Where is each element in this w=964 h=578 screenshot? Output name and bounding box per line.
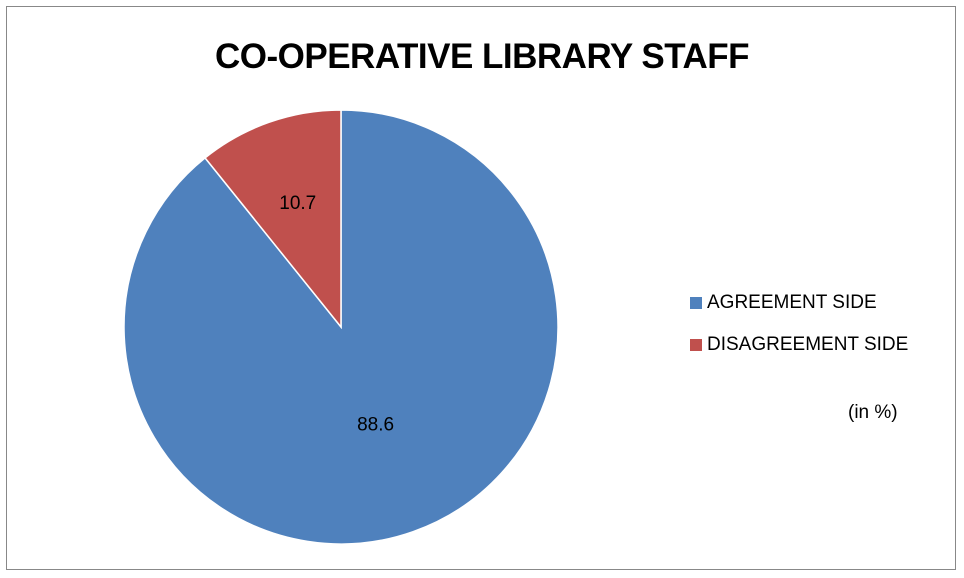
legend-swatch-agreement (690, 297, 702, 309)
pie-slice-disagreement (203, 109, 342, 330)
data-label-agreement: 88.6 (357, 414, 394, 435)
legend-label-disagreement: DISAGREEMENT SIDE (707, 334, 909, 355)
data-label-disagreement: 10.7 (279, 193, 316, 214)
pie-data-labels: 88.6 10.7 (279, 193, 394, 435)
chart-title: CO-OPERATIVE LIBRARY STAFF (214, 37, 750, 76)
chart-frame: CO-OPERATIVE LIBRARY STAFF 88.6 10.7 AGRE… (6, 6, 956, 570)
legend-item-agreement: AGREEMENT SIDE (690, 292, 908, 314)
legend-swatch-disagreement (690, 339, 702, 351)
chart-legend: AGREEMENT SIDE DISAGREEMENT SIDE (690, 292, 908, 376)
unit-note: (in %) (848, 402, 898, 423)
pie-slices (123, 109, 559, 545)
legend-item-disagreement: DISAGREEMENT SIDE (690, 334, 908, 356)
legend-label-agreement: AGREEMENT SIDE (707, 292, 877, 313)
pie-chart: 88.6 10.7 (123, 109, 559, 545)
